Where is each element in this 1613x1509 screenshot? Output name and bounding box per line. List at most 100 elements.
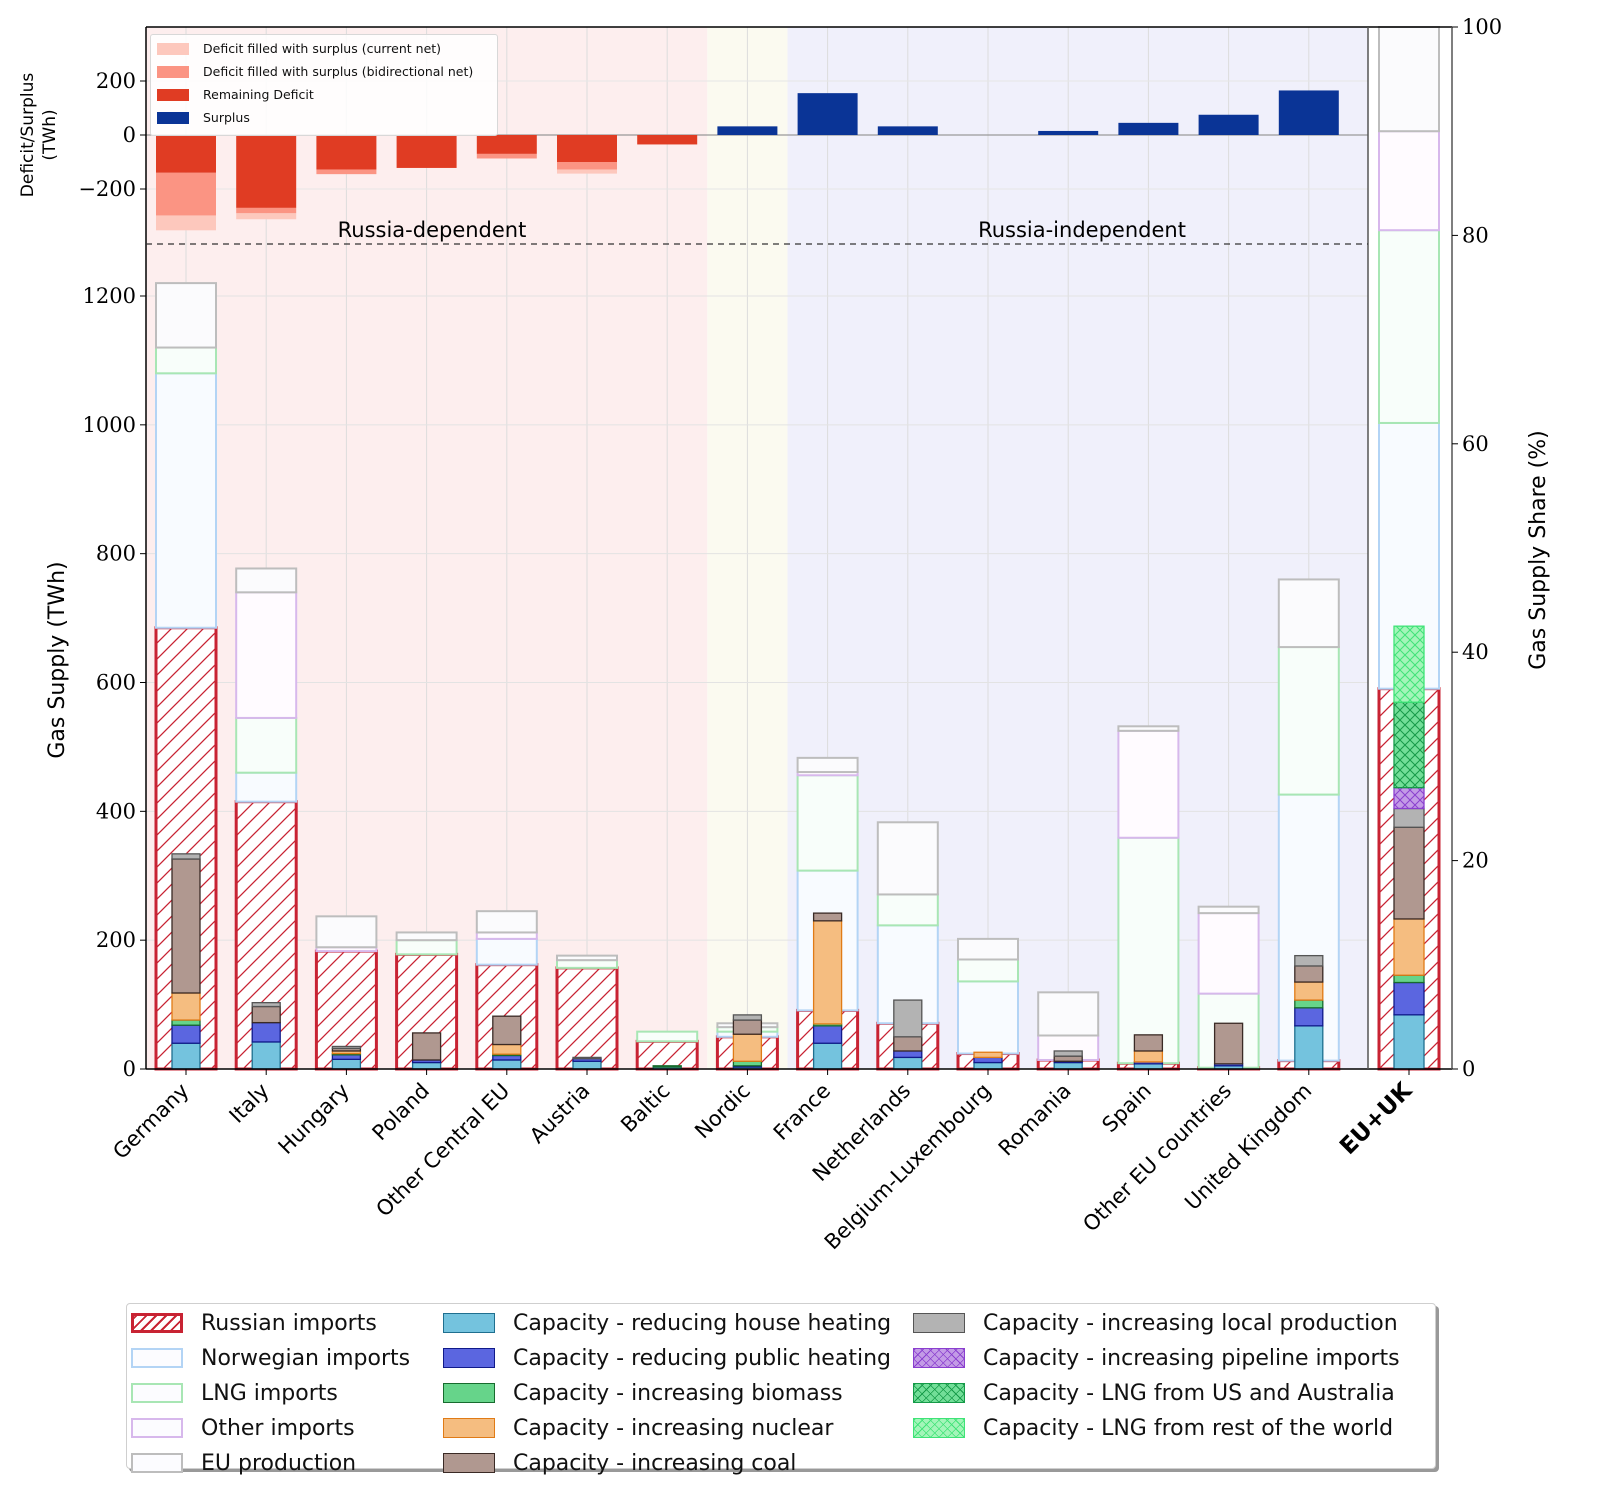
capacity-bar — [1133, 1034, 1164, 1052]
deficit-bar — [156, 135, 216, 173]
group-label-russia-independent: Russia-independent — [978, 218, 1186, 242]
capacity-bar — [893, 1050, 923, 1059]
supply-bar-norwegian-imports — [475, 937, 538, 966]
x-tick-label: Poland — [368, 1079, 435, 1146]
capacity-bar — [1294, 1007, 1324, 1027]
share-capacity-bar — [1393, 981, 1425, 1016]
capacity-bar — [411, 1032, 442, 1061]
share-capacity-bar — [1393, 974, 1425, 984]
supply-bar-norwegian-imports — [235, 771, 298, 803]
y-tick-label-share: 0 — [1462, 1057, 1475, 1081]
legend-item: Capacity - reducing house heating — [443, 1310, 891, 1336]
deficit-bar — [557, 169, 617, 174]
x-tick-label-aggregate: EU+UK — [1335, 1077, 1418, 1160]
top-legend: Deficit filled with surplus (current net… — [150, 34, 498, 136]
legend-swatch — [157, 42, 189, 55]
surplus-bar — [1278, 90, 1339, 135]
capacity-bar — [732, 1019, 763, 1035]
capacity-bar — [572, 1060, 602, 1070]
supply-bar-lng-imports — [636, 1030, 699, 1043]
capacity-bar — [893, 999, 923, 1038]
legend-label: LNG imports — [201, 1380, 338, 1406]
legend-item: Capacity - increasing coal — [443, 1450, 796, 1476]
x-tick-label: Baltic — [616, 1079, 675, 1138]
capacity-bar — [1294, 981, 1324, 1001]
x-tick-label: Nordic — [690, 1079, 755, 1144]
capacity-bar — [973, 1056, 1003, 1064]
supply-bar-lng-imports — [796, 774, 859, 872]
supply-bar-lng-imports — [235, 716, 298, 774]
y-tick-label-main: 1000 — [83, 413, 136, 437]
supply-bar-eu-production — [1037, 991, 1100, 1037]
legend-swatch — [131, 1418, 183, 1438]
share-capacity-bar — [1393, 807, 1425, 828]
legend-swatch — [443, 1453, 495, 1473]
y-axis-title-top: Deficit/Surplus — [18, 73, 38, 198]
legend-label: Remaining Deficit — [203, 87, 314, 102]
capacity-bar — [331, 1045, 362, 1050]
legend-item: Norwegian imports — [131, 1345, 410, 1371]
y-axis-title-top-unit: (TWh) — [40, 109, 60, 160]
x-tick-label: Other Central EU — [371, 1079, 514, 1222]
legend-label: Capacity - LNG from US and Australia — [983, 1380, 1395, 1406]
capacity-bar — [893, 1056, 923, 1070]
legend-swatch — [131, 1313, 183, 1333]
deficit-bar — [476, 135, 537, 154]
legend-label: Capacity - increasing local production — [983, 1310, 1398, 1336]
deficit-bar — [156, 215, 216, 231]
legend-swatch — [157, 65, 189, 78]
y-tick-label-main: 400 — [96, 799, 136, 823]
legend-item: Capacity - increasing biomass — [443, 1380, 843, 1406]
y-tick-label-share: 40 — [1462, 640, 1489, 664]
supply-bar-russian-imports — [635, 1039, 699, 1071]
legend-label: Capacity - LNG from rest of the world — [983, 1415, 1394, 1441]
share-capacity-bar — [1393, 701, 1425, 789]
x-tick-label: Romania — [994, 1079, 1076, 1161]
supply-bar-eu-production — [315, 915, 378, 949]
capacity-bar — [251, 1021, 281, 1043]
legend-swatch — [913, 1348, 965, 1368]
x-tick-label: Hungary — [274, 1079, 354, 1159]
surplus-bar — [1118, 122, 1179, 135]
capacity-bar — [171, 858, 201, 994]
legend-swatch — [157, 111, 189, 124]
surplus-bar — [717, 126, 778, 135]
legend-label: Norwegian imports — [201, 1345, 411, 1371]
y-tick-label-main: 0 — [123, 1057, 136, 1081]
deficit-bar — [557, 162, 617, 170]
share-supply-bar — [1378, 130, 1440, 232]
capacity-bar — [973, 1061, 1003, 1070]
capacity-bar — [171, 992, 201, 1021]
supply-bar-eu-production — [1117, 725, 1180, 732]
y-tick-label-share: 60 — [1462, 432, 1489, 456]
y-tick-label-top: 200 — [96, 69, 136, 93]
capacity-bar — [251, 1002, 281, 1008]
y-tick-label-main: 1200 — [83, 284, 136, 308]
supply-bar-eu-production — [796, 756, 859, 774]
group-label-russia-dependent: Russia-dependent — [338, 218, 527, 242]
x-tick-label: Italy — [225, 1079, 274, 1128]
y-tick-label-top: 0 — [123, 123, 136, 147]
deficit-bar — [637, 135, 698, 145]
legend-label: Russian imports — [201, 1310, 377, 1336]
legend-swatch — [443, 1313, 495, 1333]
capacity-bar — [652, 1065, 682, 1068]
share-supply-bar — [1378, 26, 1440, 133]
capacity-bar — [572, 1056, 602, 1060]
capacity-bar — [732, 1060, 763, 1067]
legend-item: Capacity - increasing nuclear — [443, 1415, 833, 1441]
surplus-bar — [797, 93, 858, 135]
y-tick-label-top: −200 — [78, 177, 136, 201]
capacity-bar — [492, 1059, 522, 1070]
legend-item: EU production — [131, 1450, 356, 1476]
capacity-bar — [492, 1043, 522, 1055]
supply-bar-other-imports — [1117, 729, 1180, 839]
capacity-bar — [893, 1036, 923, 1052]
capacity-bar — [1053, 1055, 1083, 1062]
capacity-bar — [1053, 1061, 1083, 1070]
deficit-bar — [236, 213, 297, 220]
share-capacity-bar — [1393, 787, 1425, 810]
capacity-bar — [1294, 965, 1324, 983]
capacity-bar — [1294, 999, 1324, 1009]
legend-item: Capacity - increasing local production — [913, 1310, 1398, 1336]
